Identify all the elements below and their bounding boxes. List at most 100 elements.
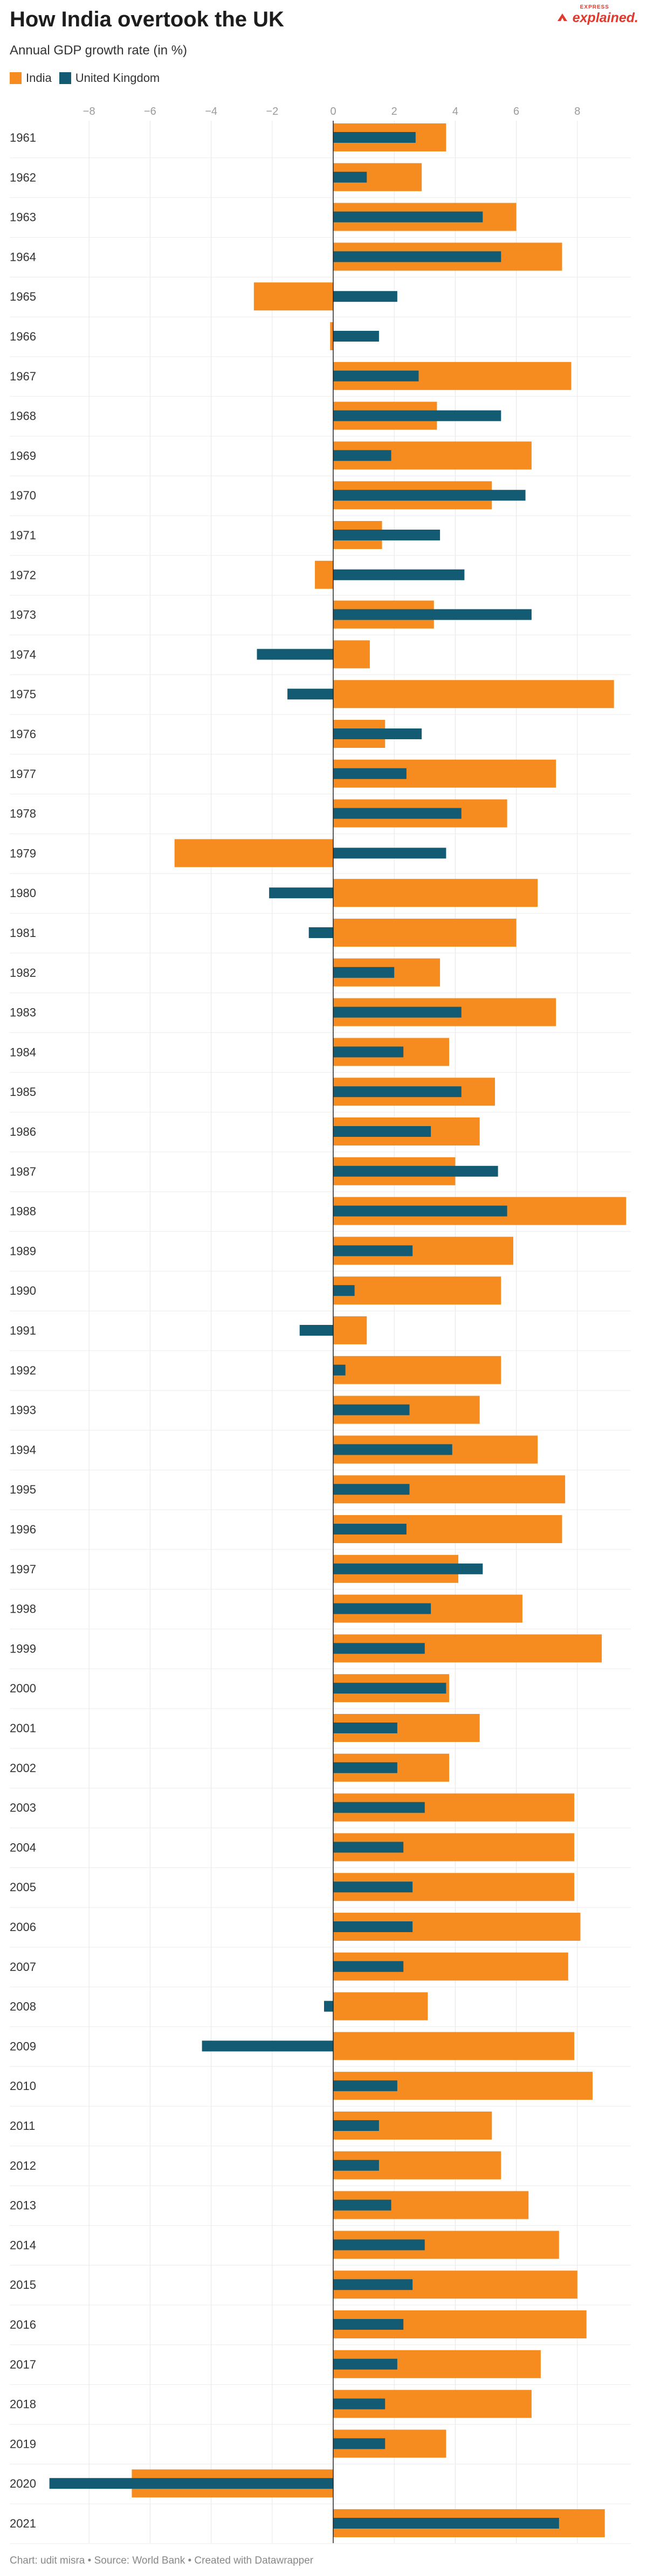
brand-logo: EXPRESS explained.	[555, 4, 638, 26]
bar-uk	[333, 1802, 425, 1813]
legend-swatch-uk	[59, 72, 71, 84]
category-label: 1965	[10, 290, 36, 303]
category-label: 1982	[10, 966, 36, 980]
category-label: 1977	[10, 767, 36, 781]
bar-india	[333, 1316, 367, 1344]
bar-uk	[333, 1364, 346, 1376]
category-label: 1972	[10, 568, 36, 582]
category-label: 1990	[10, 1284, 36, 1297]
category-label: 1971	[10, 529, 36, 542]
category-label: 1969	[10, 449, 36, 462]
bar-uk	[333, 1881, 413, 1893]
bar-uk	[333, 1842, 404, 1853]
x-tick-label: 4	[452, 106, 458, 117]
bar-uk	[333, 1762, 397, 1773]
chart-subtitle: Annual GDP growth rate (in %)	[10, 43, 188, 58]
bar-uk	[324, 2001, 333, 2012]
category-label: 2012	[10, 2159, 36, 2172]
bar-uk	[257, 649, 333, 660]
bar-india	[315, 560, 333, 589]
bar-uk	[333, 1524, 407, 1535]
bar-uk	[333, 1006, 462, 1018]
bar-india	[333, 680, 614, 709]
category-label: 2016	[10, 2318, 36, 2331]
category-label: 2000	[10, 1682, 36, 1695]
bar-uk	[333, 1683, 446, 1694]
category-label: 1964	[10, 250, 36, 263]
category-label: 1967	[10, 370, 36, 383]
category-label: 1999	[10, 1642, 36, 1655]
bar-uk	[333, 1165, 498, 1177]
category-label: 1966	[10, 330, 36, 343]
category-label: 1984	[10, 1045, 36, 1059]
category-label: 2008	[10, 2000, 36, 2013]
category-label: 1976	[10, 727, 36, 741]
category-label: 2020	[10, 2477, 36, 2490]
category-label: 2018	[10, 2398, 36, 2411]
x-tick-label: −6	[144, 106, 156, 117]
category-label: 1979	[10, 846, 36, 860]
category-label: 1973	[10, 608, 36, 622]
x-tick-label: 8	[574, 106, 580, 117]
category-label: 1981	[10, 926, 36, 940]
x-tick-label: 2	[391, 106, 397, 117]
category-label: 2019	[10, 2437, 36, 2450]
bar-uk	[333, 410, 501, 421]
bar-uk	[333, 1921, 413, 1932]
legend-item-uk: United Kingdom	[59, 71, 160, 85]
category-label: 1991	[10, 1324, 36, 1337]
category-label: 1975	[10, 688, 36, 701]
category-label: 2009	[10, 2039, 36, 2053]
category-label: 1989	[10, 1244, 36, 1258]
bar-uk	[269, 887, 333, 899]
category-label: 1997	[10, 1563, 36, 1576]
bar-india	[333, 1356, 501, 1384]
bar-uk	[333, 1046, 404, 1058]
x-tick-label: −8	[83, 106, 95, 117]
bar-uk	[333, 2358, 397, 2370]
category-label: 2021	[10, 2517, 36, 2530]
bar-uk	[333, 1603, 431, 1614]
legend: India United Kingdom	[10, 71, 160, 85]
bar-uk	[333, 728, 422, 739]
bar-uk	[333, 848, 446, 859]
bar-uk	[333, 331, 379, 342]
bar-uk	[333, 1086, 462, 1098]
bar-india	[333, 1276, 501, 1305]
category-label: 1988	[10, 1205, 36, 1218]
bar-uk	[287, 689, 333, 700]
category-label: 2004	[10, 1841, 36, 1854]
bar-uk	[333, 1285, 355, 1296]
category-label: 2005	[10, 1880, 36, 1894]
bar-uk	[299, 1325, 333, 1336]
bar-uk	[333, 609, 532, 620]
bar-uk	[333, 1404, 410, 1415]
chart-footer: Chart: udit misra • Source: World Bank •…	[10, 2555, 314, 2566]
category-label: 2003	[10, 1801, 36, 1815]
bar-uk	[333, 2518, 559, 2529]
bar-uk	[333, 1643, 425, 1654]
bar-uk	[333, 2120, 379, 2131]
bar-uk	[49, 2478, 334, 2489]
bar-uk	[333, 808, 462, 819]
bar-uk	[333, 569, 465, 580]
bar-uk	[333, 1961, 404, 1972]
bar-uk	[333, 2199, 391, 2211]
bar-india	[333, 2032, 575, 2060]
bar-uk	[333, 530, 440, 540]
x-tick-label: −4	[205, 106, 217, 117]
bar-uk	[333, 490, 526, 501]
category-label: 2001	[10, 1721, 36, 1735]
bar-uk	[333, 132, 416, 143]
category-label: 1983	[10, 1006, 36, 1019]
bar-uk	[333, 2080, 397, 2092]
category-label: 2011	[10, 2119, 35, 2133]
category-label: 1980	[10, 886, 36, 900]
bar-uk	[333, 450, 391, 461]
category-label: 1992	[10, 1364, 36, 1377]
brand-small-text: EXPRESS	[580, 4, 609, 10]
legend-swatch-india	[10, 72, 22, 84]
category-label: 1978	[10, 807, 36, 821]
bar-india	[333, 1992, 428, 2020]
